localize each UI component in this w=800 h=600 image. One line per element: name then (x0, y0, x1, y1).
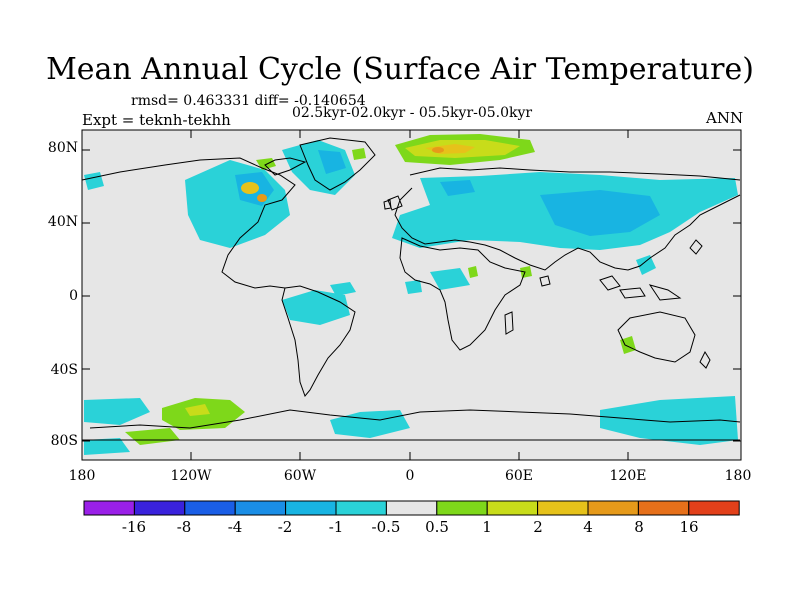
colorbar-box (587, 500, 639, 516)
anomaly-fields (84, 134, 738, 455)
axis-ticks (82, 130, 741, 460)
colorbar-box (83, 500, 135, 516)
colorbar-label: 4 (583, 518, 593, 536)
map-frame (81, 129, 742, 461)
lon-label: 180 (68, 468, 96, 484)
lat-label: 0 (69, 288, 78, 304)
lon-label: 0 (405, 468, 415, 484)
lon-label: 180 (724, 468, 752, 484)
season-label: ANN (706, 109, 744, 127)
colorbar-label: -8 (176, 518, 192, 536)
colorbar-label: 8 (634, 518, 644, 536)
lat-label: 40N (47, 214, 78, 230)
colorbar-label: -1 (328, 518, 344, 536)
experiment-text: Expt = teknh-tekhh (82, 111, 231, 129)
colorbar-label: -16 (121, 518, 147, 536)
colorbar-box (385, 500, 438, 516)
colorbar-box (234, 500, 287, 516)
lat-label: 80N (47, 140, 78, 156)
colorbar-label: -4 (227, 518, 243, 536)
colorbar-box (436, 500, 488, 516)
lat-label: 80S (50, 433, 78, 449)
colorbar-label: -0.5 (371, 518, 401, 536)
colorbar (83, 500, 740, 516)
colorbar-label: 2 (533, 518, 543, 536)
map-title: Mean Annual Cycle (Surface Air Temperatu… (46, 52, 754, 87)
colorbar-label: 0.5 (425, 518, 449, 536)
colorbar-box (133, 500, 186, 516)
colorbar-label: 1 (482, 518, 492, 536)
colorbar-box (637, 500, 690, 516)
lat-label: 40S (50, 362, 78, 378)
colorbar-label: 16 (679, 518, 699, 536)
colorbar-box (537, 500, 589, 516)
colorbar-box (335, 500, 387, 516)
colorbar-box (184, 500, 236, 516)
lon-label: 60E (504, 468, 534, 484)
lon-label: 60W (283, 468, 317, 484)
period-text: 02.5kyr-02.0kyr - 05.5kyr-05.0kyr (292, 105, 533, 121)
colorbar-box (486, 500, 539, 516)
colorbar-box (688, 500, 740, 516)
coastlines (81, 137, 741, 441)
colorbar-box (285, 500, 337, 516)
lon-label: 120E (609, 468, 647, 484)
lon-label: 120W (170, 468, 212, 484)
stats-text: rmsd= 0.463331 diff= -0.140654 (131, 93, 366, 109)
colorbar-label: -2 (277, 518, 293, 536)
